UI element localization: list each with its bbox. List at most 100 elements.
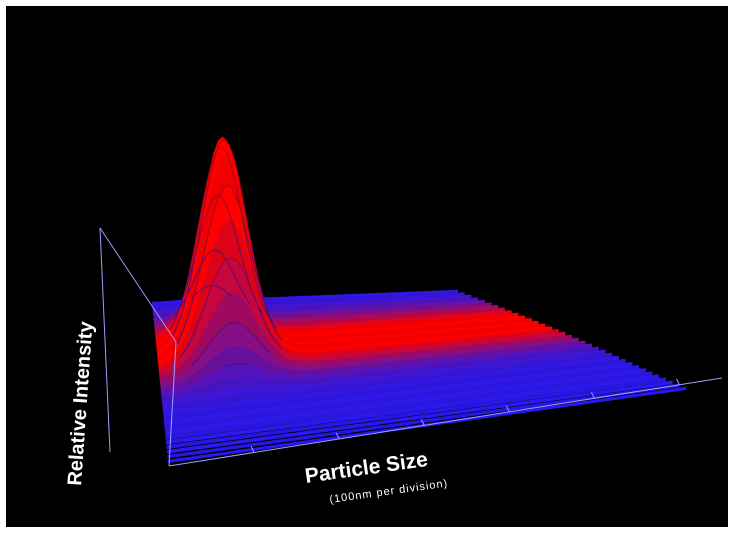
surface-ridge-line xyxy=(179,293,185,309)
surface-ridge-line xyxy=(197,257,204,280)
surface-ridge-line xyxy=(174,308,181,321)
surface-ridge-line xyxy=(226,206,232,220)
x-axis-tick xyxy=(505,405,510,413)
surface-ridge-line xyxy=(173,310,179,320)
surface-ridge-line xyxy=(264,347,271,354)
surface-ridge-line xyxy=(188,251,194,275)
surface-ridge-line xyxy=(207,215,214,236)
surface-ridge-line xyxy=(204,289,211,305)
surface-ridge-line xyxy=(222,323,229,328)
x-axis-line xyxy=(168,377,723,467)
surface-ridge-line xyxy=(243,325,250,331)
surface-ridge-line xyxy=(223,255,229,263)
surface-ridge-line xyxy=(180,297,187,315)
surface-ridge-line xyxy=(260,313,267,326)
surface-ridge-line xyxy=(252,251,259,276)
surface-ridge-line xyxy=(222,197,228,207)
surface-ridge-line xyxy=(213,194,219,199)
x-axis-tick xyxy=(250,446,255,453)
surface-slice xyxy=(163,358,626,422)
surface-ridge-line xyxy=(233,321,239,324)
surface-ridge-line xyxy=(244,296,250,304)
surface-ridge-line xyxy=(193,227,199,252)
surface-ridge-line xyxy=(187,298,194,317)
surface-ridge-line xyxy=(202,235,209,258)
surface-ridge-line xyxy=(227,184,233,190)
surface-ridge-line xyxy=(225,150,231,164)
surface-ridge-line xyxy=(265,325,272,336)
surface-ridge-line xyxy=(228,144,235,158)
surface-ridge-line xyxy=(222,184,228,190)
surface-slice xyxy=(166,374,660,445)
surface-ridge-line xyxy=(170,320,176,330)
surface-ridge-line xyxy=(219,259,226,268)
surface-ridge-line xyxy=(212,199,219,216)
surface-ridge-line xyxy=(217,194,223,199)
surface-ridge-line xyxy=(227,262,233,272)
surface-ridge-line xyxy=(251,256,258,277)
surface-ridge-line xyxy=(247,226,254,253)
surface-ridge-line xyxy=(228,321,234,325)
surface-ridge-line xyxy=(217,327,224,334)
surface-ridge-line xyxy=(190,253,197,278)
surface-ridge-line xyxy=(203,285,208,289)
surface-ridge-line xyxy=(248,330,255,337)
surface-slice xyxy=(165,371,653,440)
surface-ridge-line xyxy=(182,316,189,331)
surface-ridge-line xyxy=(210,249,216,252)
surface-ridge-line xyxy=(261,294,268,310)
surface-ridge-line xyxy=(209,277,216,291)
surface-ridge-line xyxy=(184,341,191,351)
surface-ridge-line xyxy=(235,234,241,253)
surface-ridge-line xyxy=(219,287,225,291)
surface-ridge-line xyxy=(230,257,236,261)
surface-ridge-line xyxy=(231,270,237,281)
surface-ridge-line xyxy=(266,309,273,322)
surface-ridge-line xyxy=(188,281,194,292)
surface-ridge-line xyxy=(242,363,248,366)
x-axis-tick xyxy=(335,432,340,440)
surface-ridge-line xyxy=(259,341,266,348)
surface-ridge-line xyxy=(254,335,261,343)
surface-ridge-line xyxy=(171,327,178,338)
surface-ridge-line xyxy=(245,275,252,289)
surface-ridge-line xyxy=(231,363,237,366)
surface-ridge-line xyxy=(179,350,186,358)
surface-ridge-line xyxy=(204,176,211,201)
surface-ridge-line xyxy=(202,180,208,203)
surface-ridge-line xyxy=(240,265,247,277)
axes-frame xyxy=(99,227,723,467)
surface-ridge-line xyxy=(257,274,263,295)
surface-ridge-line xyxy=(261,295,268,312)
surface-ridge-line xyxy=(183,273,190,294)
surface-ridge-line xyxy=(212,332,219,340)
surface-ridge-line xyxy=(207,284,212,287)
back-wall-left-edge xyxy=(99,227,111,453)
surface-ridge-line xyxy=(242,201,249,227)
surface-ridge-line xyxy=(195,226,201,254)
surface-ridge-line xyxy=(227,293,233,298)
surface-ridge-line xyxy=(207,338,214,347)
surface-ridge-line xyxy=(205,251,211,257)
surface-ridge-line xyxy=(220,146,227,152)
intensity-surface xyxy=(152,136,686,463)
surface-ridge-line xyxy=(250,287,257,302)
surface-ridge-line xyxy=(262,304,268,315)
x-axis-ticks xyxy=(250,378,680,453)
surface-ridge-line xyxy=(177,330,184,342)
surface-ridge-line xyxy=(208,197,215,207)
surface-ridge-line xyxy=(230,219,237,236)
surface-slice xyxy=(164,364,640,431)
surface-ridge-line xyxy=(229,163,236,182)
surface-slice xyxy=(167,383,680,459)
surface-ridge-line xyxy=(209,156,216,177)
x-axis-tick xyxy=(420,419,425,426)
surface-ridge-line xyxy=(214,266,221,278)
surface-ridge-line xyxy=(234,181,241,204)
surface-ridge-line xyxy=(275,342,282,349)
surface-ridge-line xyxy=(238,322,245,327)
surface-ridge-line xyxy=(256,276,263,296)
surface-plot-3d: Particle Size (100nm per division) Relat… xyxy=(64,136,723,506)
surface-ridge-line xyxy=(271,320,278,330)
surface-ridge-line xyxy=(238,177,244,202)
